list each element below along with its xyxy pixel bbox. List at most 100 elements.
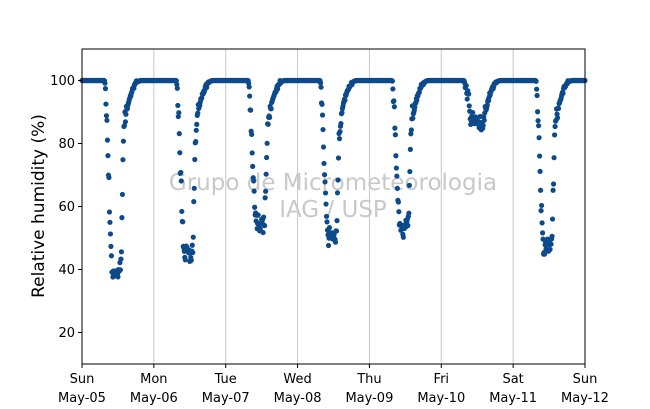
x-tick-day: Tue (214, 372, 237, 387)
data-point (120, 138, 127, 144)
x-axis-ticks: Sun May-05 Mon May-06 Tue May-07 Wed May-08 Thu M… (58, 364, 609, 406)
data-point (262, 195, 268, 201)
data-point (319, 112, 326, 118)
x-tick-day: Fri (434, 372, 450, 387)
data-point (394, 185, 400, 191)
x-tick-day: Wed (283, 372, 311, 387)
data-point (102, 86, 109, 92)
y-tick-label: 60 (58, 200, 75, 215)
data-point (412, 104, 418, 110)
data-point (115, 274, 121, 280)
data-point (332, 239, 339, 245)
data-point (393, 153, 399, 159)
data-point (264, 154, 270, 161)
data-point (320, 144, 327, 150)
data-point (342, 97, 348, 103)
data-point (249, 131, 255, 138)
data-point (176, 131, 182, 137)
data-point (481, 117, 487, 123)
data-point (539, 220, 545, 226)
data-points (79, 77, 588, 280)
data-point (548, 241, 554, 247)
data-point (407, 146, 413, 152)
data-point (106, 174, 112, 181)
data-point (191, 185, 197, 191)
data-point (122, 119, 129, 125)
x-tick-date: May-09 (345, 391, 393, 406)
data-point (105, 153, 111, 159)
data-point (103, 113, 110, 119)
x-tick-date: May-07 (202, 391, 250, 406)
data-point (336, 136, 343, 142)
data-point (174, 85, 180, 91)
data-point (102, 80, 108, 86)
data-point (391, 98, 397, 104)
data-point (317, 80, 324, 86)
data-point (323, 213, 330, 219)
data-point (194, 121, 200, 127)
data-point (470, 109, 476, 116)
data-point (406, 210, 412, 216)
data-point (534, 86, 540, 92)
data-point (536, 153, 543, 159)
data-point (408, 127, 414, 133)
data-point (400, 234, 406, 240)
data-point (466, 91, 472, 97)
data-point (199, 95, 205, 101)
data-point (555, 105, 562, 111)
y-axis-ticks: 20 40 60 80 100 (50, 74, 82, 341)
x-tick-date: May-12 (561, 391, 609, 406)
data-point (550, 181, 557, 187)
data-point (335, 177, 341, 183)
data-point (334, 190, 341, 196)
data-point (189, 242, 195, 248)
data-point (395, 199, 401, 205)
x-tick-date: May-10 (417, 391, 465, 406)
data-point (396, 209, 402, 215)
x-tick-date: May-08 (274, 391, 322, 406)
data-point (263, 188, 269, 194)
data-point (534, 92, 540, 99)
data-point (325, 242, 332, 249)
data-point (107, 231, 114, 237)
data-point (119, 191, 126, 198)
data-point (175, 113, 181, 120)
y-tick-label: 100 (50, 74, 75, 89)
data-point (118, 256, 124, 262)
data-point (323, 201, 329, 207)
data-point (193, 127, 199, 133)
data-point (394, 173, 400, 179)
data-point (407, 168, 413, 175)
data-point (319, 101, 325, 107)
data-point (406, 182, 412, 188)
data-point (180, 219, 186, 225)
data-point (463, 82, 469, 89)
data-point (182, 257, 188, 263)
data-point (247, 93, 253, 99)
x-tick-date: May-11 (489, 391, 537, 406)
data-point (321, 172, 328, 178)
data-point (190, 249, 196, 256)
data-point (191, 199, 197, 205)
data-point (536, 135, 542, 141)
data-point (108, 253, 115, 259)
data-point (322, 179, 328, 185)
x-tick-day: Mon (140, 372, 167, 387)
data-point (466, 103, 472, 109)
data-point (550, 187, 556, 193)
data-point (263, 171, 269, 177)
data-point (547, 246, 553, 252)
data-point (321, 160, 327, 167)
data-point (261, 214, 267, 220)
data-point (249, 150, 255, 156)
data-point (250, 163, 256, 169)
data-point (252, 204, 258, 210)
data-point (414, 97, 420, 103)
data-point (480, 122, 486, 128)
data-point (541, 251, 548, 257)
data-point (393, 165, 399, 171)
data-point (204, 84, 210, 90)
data-point (535, 123, 542, 129)
x-tick-date: May-06 (130, 391, 178, 406)
